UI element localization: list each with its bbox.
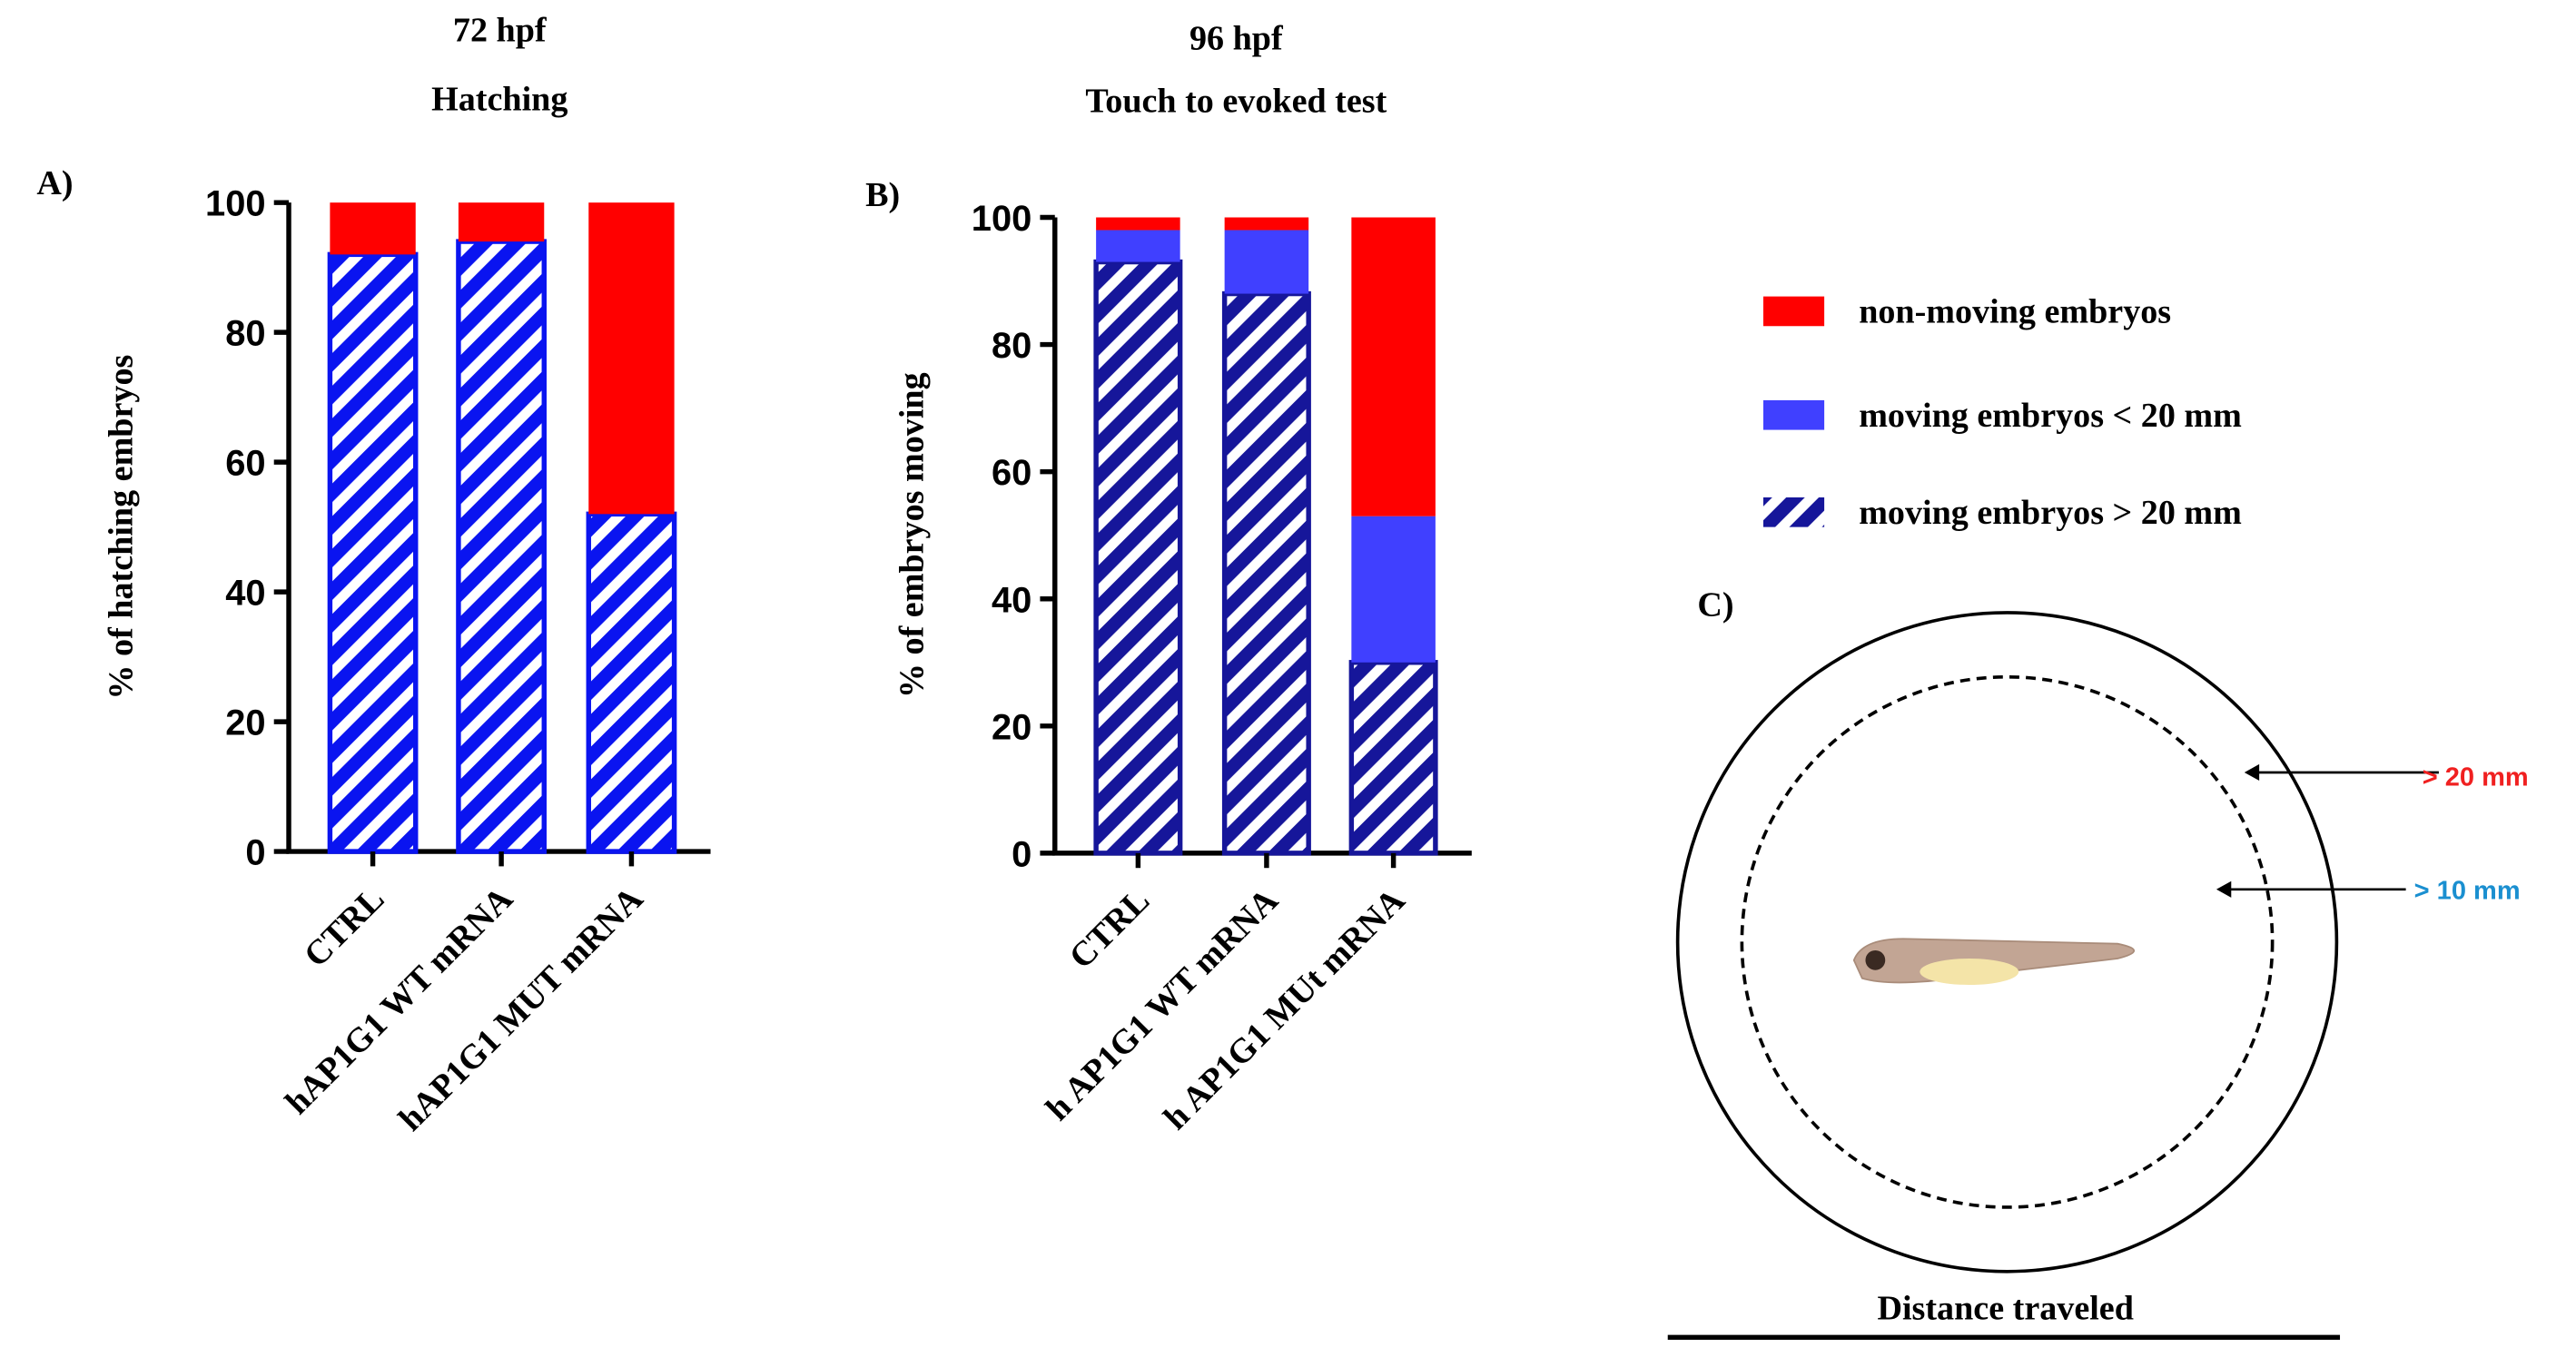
- inner-circle: [1740, 674, 2275, 1209]
- bar-segment: [330, 202, 416, 255]
- panel-label: B): [865, 176, 900, 214]
- x-tick-label: h AP1G1 WT mRNA: [1039, 881, 1286, 1128]
- x-tick-label: h AP1G1 MUt mRNA: [1157, 881, 1413, 1137]
- y-tick-label: 40: [225, 574, 265, 614]
- bar-segment: [588, 202, 675, 515]
- panel-label: C): [1697, 586, 1733, 624]
- legend-swatch: [1762, 497, 1825, 527]
- bar-segment: [1093, 259, 1183, 856]
- outer-circle: [1675, 611, 2339, 1274]
- legend-swatch: [1762, 399, 1825, 430]
- y-tick-label: 0: [1012, 834, 1031, 874]
- x-tick-label: CTRL: [297, 880, 392, 975]
- y-tick-label: 20: [225, 703, 265, 743]
- y-tick-label: 100: [972, 199, 1032, 239]
- chart-title: 96 hpf: [1189, 19, 1284, 57]
- y-axis-label: % of embryos moving: [893, 372, 932, 698]
- bar-segment: [1221, 290, 1311, 856]
- fish: [1852, 938, 2136, 986]
- y-tick-label: 60: [992, 453, 1031, 493]
- y-axis-label: % of hatching embryos: [103, 355, 141, 700]
- legend-swatch: [1762, 296, 1825, 327]
- bar-segment: [1224, 230, 1309, 294]
- x-tick-label: hAP1G1 MUT mRNA: [391, 880, 650, 1138]
- bar-segment: [1348, 660, 1438, 856]
- chart-title: 72 hpf: [453, 11, 548, 49]
- x-tick-label: hAP1G1 WT mRNA: [278, 880, 520, 1122]
- y-tick-label: 100: [205, 184, 266, 224]
- y-tick-label: 0: [245, 833, 265, 873]
- bar-segment: [1096, 230, 1180, 262]
- arrow-head: [2244, 763, 2260, 782]
- bar-segment: [458, 202, 545, 242]
- y-tick-label: 60: [225, 444, 265, 484]
- bar-segment: [327, 251, 419, 854]
- chart-subtitle: Hatching: [431, 81, 568, 119]
- y-tick-label: 40: [992, 580, 1031, 620]
- inner-label: > 10 mm: [2414, 877, 2521, 906]
- legend-label: non-moving embryos: [1859, 293, 2171, 331]
- bar-segment: [1351, 516, 1436, 663]
- bar-segment: [1096, 217, 1180, 231]
- bar-segment: [1224, 217, 1309, 231]
- outer-label: > 20 mm: [2423, 762, 2529, 792]
- legend-label: moving embryos < 20 mm: [1859, 397, 2242, 435]
- y-tick-label: 80: [225, 314, 265, 354]
- caption: Distance traveled: [1877, 1289, 2133, 1327]
- y-tick-label: 80: [992, 326, 1031, 366]
- bar-segment: [586, 511, 677, 854]
- chart-subtitle: Touch to evoked test: [1085, 82, 1387, 120]
- arrow-head: [2216, 880, 2232, 898]
- x-tick-label: CTRL: [1062, 881, 1158, 977]
- y-tick-label: 20: [992, 707, 1031, 747]
- legend-label: moving embryos > 20 mm: [1859, 494, 2242, 532]
- panel-label: A): [36, 164, 73, 202]
- bar-segment: [456, 239, 547, 854]
- bar-segment: [1351, 217, 1436, 516]
